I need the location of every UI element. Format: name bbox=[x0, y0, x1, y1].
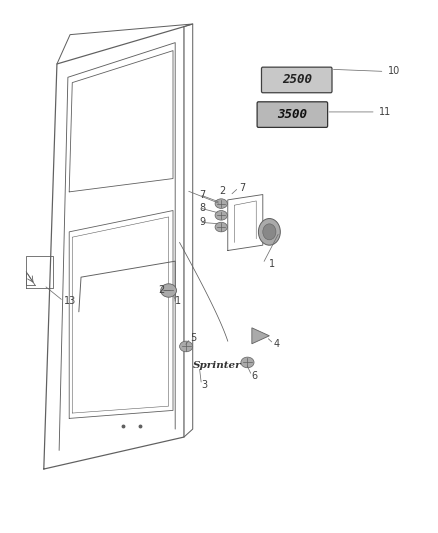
Text: 7: 7 bbox=[239, 183, 245, 192]
Text: 10: 10 bbox=[388, 67, 400, 76]
Ellipse shape bbox=[180, 341, 193, 352]
Text: 3: 3 bbox=[201, 380, 208, 390]
Text: 5: 5 bbox=[191, 334, 197, 343]
Ellipse shape bbox=[241, 357, 254, 368]
Ellipse shape bbox=[215, 211, 227, 220]
Text: 1: 1 bbox=[269, 259, 276, 269]
Ellipse shape bbox=[263, 224, 276, 240]
Text: 9: 9 bbox=[199, 217, 205, 227]
Text: 4: 4 bbox=[274, 339, 280, 349]
Text: 2500: 2500 bbox=[282, 74, 312, 86]
Text: 11: 11 bbox=[379, 107, 391, 117]
Text: 7: 7 bbox=[199, 190, 205, 199]
FancyBboxPatch shape bbox=[257, 102, 328, 127]
Text: 3500: 3500 bbox=[277, 108, 307, 121]
Ellipse shape bbox=[215, 222, 227, 232]
Text: Sprinter: Sprinter bbox=[193, 361, 241, 369]
Ellipse shape bbox=[258, 219, 280, 245]
Ellipse shape bbox=[161, 284, 177, 297]
Polygon shape bbox=[252, 328, 269, 344]
Text: 8: 8 bbox=[199, 203, 205, 213]
FancyBboxPatch shape bbox=[261, 67, 332, 93]
Text: 6: 6 bbox=[252, 371, 258, 381]
Text: 2: 2 bbox=[219, 186, 225, 196]
Text: 2: 2 bbox=[158, 286, 164, 295]
Ellipse shape bbox=[215, 199, 227, 208]
Text: 1: 1 bbox=[175, 296, 181, 306]
Text: 13: 13 bbox=[64, 296, 76, 306]
